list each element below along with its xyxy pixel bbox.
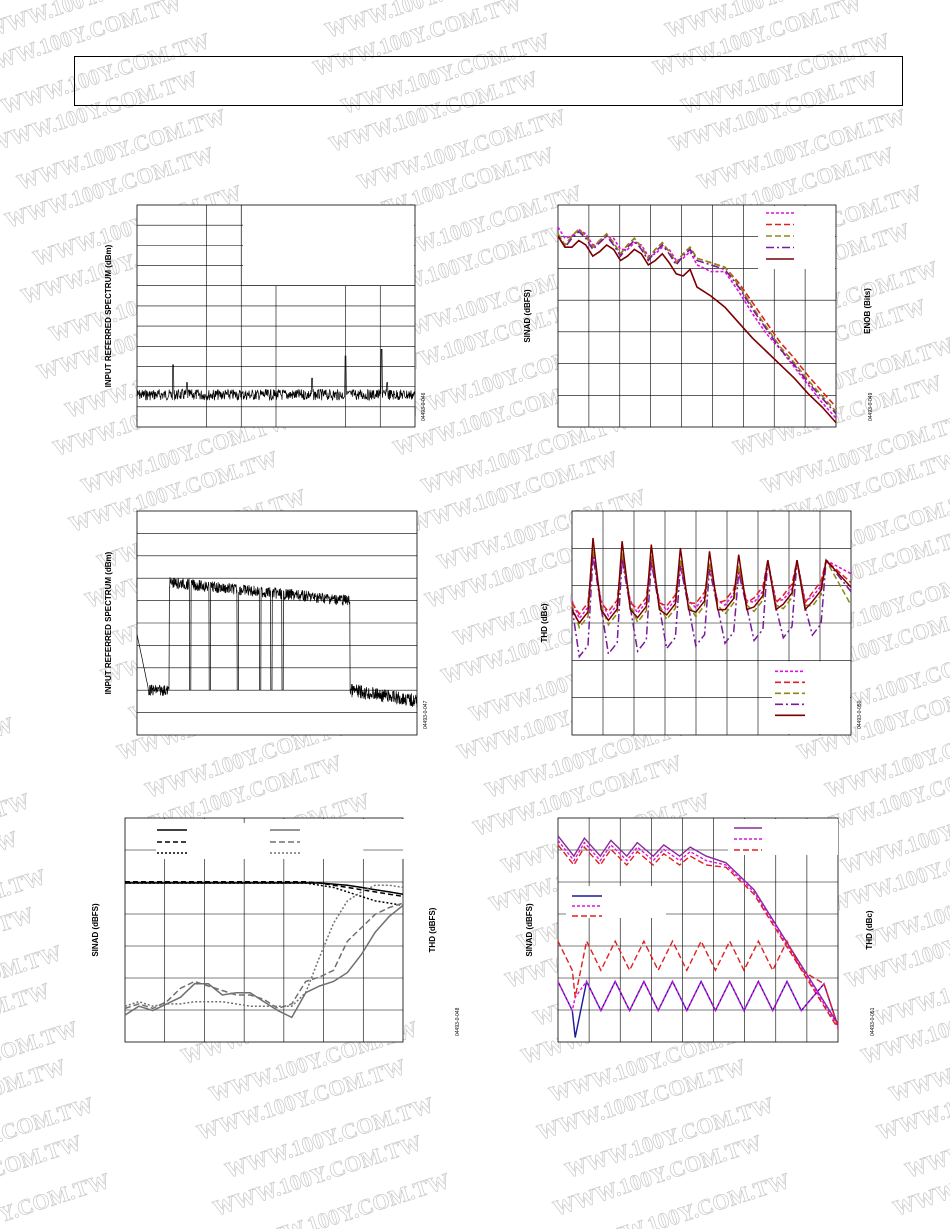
fig48-legend-area <box>156 819 406 859</box>
watermark-text: WWW.100Y.COM.TW <box>0 1092 97 1183</box>
fig49-series-line <box>557 230 837 415</box>
fig51-legend-area-thd <box>566 886 666 918</box>
fig51-y2-axis-title: THD (dBc) <box>865 910 874 949</box>
watermark-text: WWW.100Y.COM.TW <box>0 902 37 993</box>
fig46-y-axis-title: INPUT REFERRED SPECTRUM (dBm) <box>104 244 113 387</box>
watermark-text: WWW.100Y.COM.TW <box>0 1016 81 1107</box>
figure-49-panel: SINAD (dBFS) ENOB (Bits) 04493-0-049 <box>520 195 890 440</box>
watermark-text: WWW.100Y.COM.TW <box>534 1054 749 1145</box>
watermark-text: WWW.100Y.COM.TW <box>0 826 21 917</box>
figure-46-panel: INPUT REFERRED SPECTRUM (dBm) 04493-0-046 <box>100 195 440 440</box>
watermark-text: WWW.100Y.COM.TW <box>210 1130 425 1221</box>
watermark-text: WWW.100Y.COM.TW <box>0 636 1 727</box>
fig51-series-line <box>557 839 839 1027</box>
watermark-text: WWW.100Y.COM.TW <box>354 104 569 195</box>
figure-49-chart: SINAD (dBFS) ENOB (Bits) 04493-0-049 <box>523 204 874 428</box>
watermark-text: WWW.100Y.COM.TW <box>0 940 65 1031</box>
watermark-text: WWW.100Y.COM.TW <box>14 104 229 195</box>
header-box <box>74 56 903 106</box>
fig50-series-line <box>571 537 852 625</box>
fig48-figure-id: 04493-0-048 <box>455 1007 461 1036</box>
watermark-text: WWW.100Y.COM.TW <box>890 1130 950 1221</box>
watermark-text: WWW.100Y.COM.TW <box>662 0 877 43</box>
fig47-figure-id: 04493-0-047 <box>423 700 429 729</box>
fig50-legend-area <box>772 661 850 734</box>
fig48-y2-axis-title: THD (dBFS) <box>428 907 437 952</box>
watermark-text: WWW.100Y.COM.TW <box>194 1054 409 1145</box>
fig49-series-line <box>557 235 837 424</box>
figure-50-panel: THD (dBc) 04493-0-050 <box>535 505 875 750</box>
fig51-figure-id: 04493-0-051 <box>870 1007 876 1036</box>
figure-47-panel: INPUT REFERRED SPECTRUM (dBm) 04493-0-047 <box>100 505 440 750</box>
figure-48-chart: SINAD (dBFS) THD (dBFS) 04493-0-048 <box>91 817 461 1043</box>
fig51-series-line <box>557 844 839 1029</box>
figure-46-chart: INPUT REFERRED SPECTRUM (dBm) 04493-0-046 <box>104 204 427 428</box>
fig51-series-line <box>557 835 839 1025</box>
figure-48-panel: SINAD (dBFS) THD (dBFS) 04493-0-048 <box>85 810 461 1055</box>
watermark-text: WWW.100Y.COM.TW <box>0 1130 85 1221</box>
fig47-spectrum-line <box>136 577 418 708</box>
figure-51-panel: SINAD (dBFS) THD (dBc) 04493-0-051 <box>520 810 890 1055</box>
fig48-series-line <box>125 881 404 898</box>
watermark-text: WWW.100Y.COM.TW <box>918 1168 950 1229</box>
fig49-figure-id: 04493-0-049 <box>868 392 874 421</box>
watermark-text: WWW.100Y.COM.TW <box>874 1054 950 1145</box>
fig48-series-line <box>125 882 404 895</box>
watermark-text: WWW.100Y.COM.TW <box>0 978 53 1069</box>
fig50-series-line <box>571 555 852 659</box>
watermark-text: WWW.100Y.COM.TW <box>902 1092 950 1183</box>
watermark-text: WWW.100Y.COM.TW <box>694 104 909 195</box>
fig51-legend-area-sinad <box>728 819 838 855</box>
watermark-text: WWW.100Y.COM.TW <box>0 788 33 879</box>
fig49-y-axis-title: SINAD (dBFS) <box>523 289 532 343</box>
fig48-series-line <box>124 902 404 1010</box>
fig50-y-axis-title: THD (dBc) <box>540 603 549 642</box>
figure-50-chart: THD (dBc) 04493-0-050 <box>540 510 863 736</box>
fig51-series-line <box>557 979 839 1027</box>
fig49-series-line <box>557 228 837 413</box>
watermark-text: WWW.100Y.COM.TW <box>0 0 197 43</box>
fig49-y2-axis-title: ENOB (Bits) <box>863 288 872 334</box>
fig49-series-line <box>557 226 837 419</box>
watermark-text: WWW.100Y.COM.TW <box>238 1168 453 1229</box>
watermark-text: WWW.100Y.COM.TW <box>0 0 169 5</box>
watermark-text: WWW.100Y.COM.TW <box>0 712 17 803</box>
fig46-spectrum-line <box>136 348 416 402</box>
fig46-blank-area <box>243 206 414 285</box>
watermark-text: WWW.100Y.COM.TW <box>0 1054 69 1145</box>
watermark-text: WWW.100Y.COM.TW <box>886 1016 950 1107</box>
fig48-series-line <box>124 884 404 1007</box>
watermark-text: WWW.100Y.COM.TW <box>0 864 49 955</box>
watermark-text: WWW.100Y.COM.TW <box>550 1130 765 1221</box>
watermark-text: WWW.100Y.COM.TW <box>322 0 537 43</box>
watermark-text: WWW.100Y.COM.TW <box>222 1092 437 1183</box>
watermark-text: WWW.100Y.COM.TW <box>634 0 849 5</box>
watermark-text: WWW.100Y.COM.TW <box>562 1092 777 1183</box>
fig48-series-line <box>124 904 404 1019</box>
figure-47-chart: INPUT REFERRED SPECTRUM (dBm) 04493-0-047 <box>104 510 429 736</box>
fig51-series-line <box>557 939 839 1027</box>
fig46-figure-id: 04493-0-046 <box>421 392 427 421</box>
watermark-text: WWW.100Y.COM.TW <box>0 1168 113 1229</box>
fig48-y-axis-title: SINAD (dBFS) <box>91 903 100 957</box>
fig51-y-axis-title: SINAD (dBFS) <box>525 903 534 957</box>
watermark-text: WWW.100Y.COM.TW <box>294 0 509 5</box>
fig50-series-line <box>571 548 852 630</box>
watermark-text: WWW.100Y.COM.TW <box>0 750 5 841</box>
fig50-figure-id: 04493-0-050 <box>857 700 863 729</box>
watermark-text: WWW.100Y.COM.TW <box>578 1168 793 1229</box>
fig47-y-axis-title: INPUT REFERRED SPECTRUM (dBm) <box>104 551 113 694</box>
figure-51-chart: SINAD (dBFS) THD (dBc) 04493-0-051 <box>525 817 876 1043</box>
